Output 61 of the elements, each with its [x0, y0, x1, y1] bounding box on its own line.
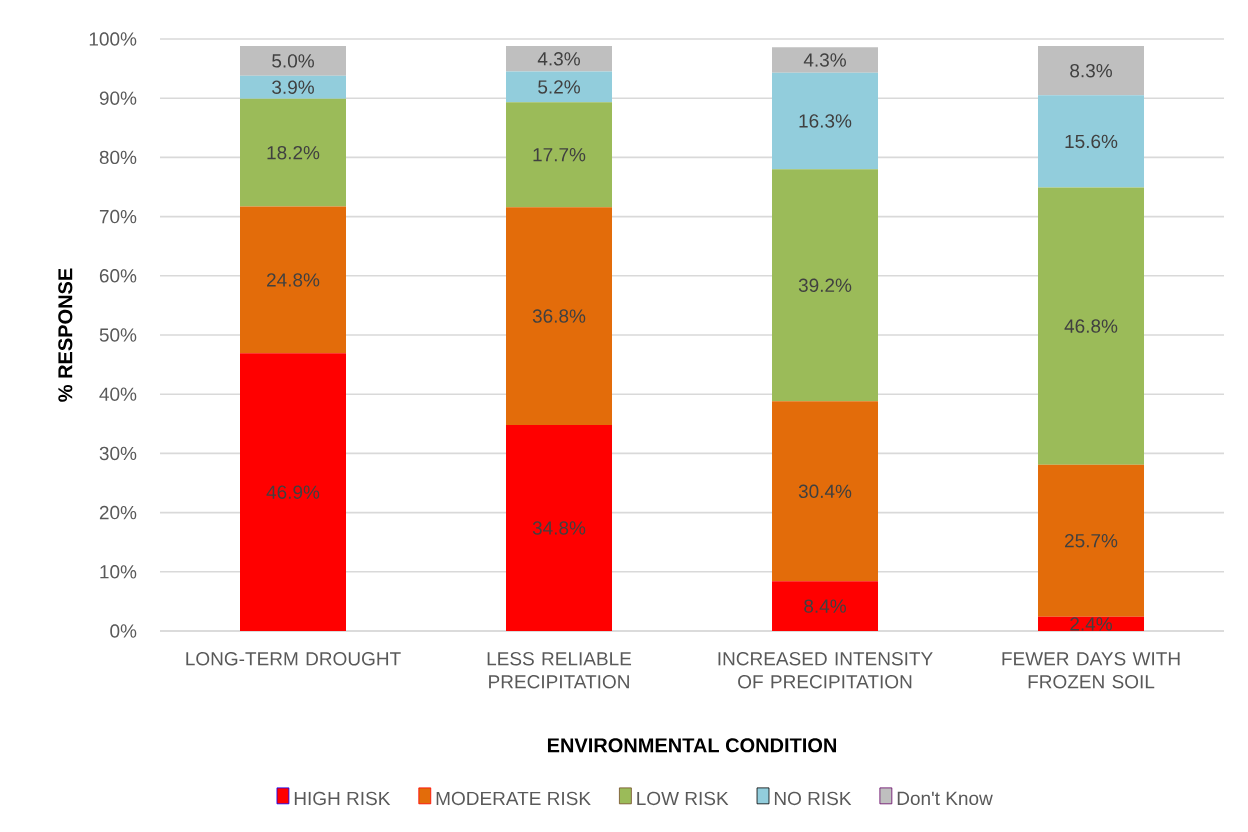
bar — [1038, 95, 1145, 188]
data-label: 39.2% — [798, 278, 852, 292]
data-label: 24.8% — [267, 273, 320, 287]
y-tick-label: 20% — [99, 505, 137, 520]
bar — [506, 46, 613, 72]
x-axis-title: ENVIRONMENTAL CONDITION — [547, 738, 837, 753]
bar — [772, 169, 879, 402]
bar — [772, 401, 879, 582]
bar — [240, 75, 346, 99]
data-label: 18.2% — [267, 145, 320, 160]
legend-label: LOW RISK — [637, 791, 729, 806]
y-tick-label: 0% — [110, 624, 137, 638]
data-label: 46.9% — [266, 485, 320, 499]
legend-label: HIGH RISK — [294, 791, 391, 806]
data-label: 46.8% — [1064, 319, 1118, 333]
data-label: 16.3% — [799, 114, 852, 128]
bar — [506, 424, 613, 631]
bar — [506, 207, 613, 425]
x-tick-label: FEWER DAYS WITH FROZEN SOIL — [1002, 652, 1180, 689]
legend-label: NO RISK — [774, 791, 852, 806]
y-tick-label: 50% — [99, 328, 137, 342]
bar — [506, 102, 613, 208]
data-label: 2.4% — [1070, 617, 1112, 631]
y-tick-label: 100% — [89, 32, 137, 46]
x-tick-label: LONG-TERM DROUGHT — [186, 652, 401, 666]
y-tick-label: 40% — [99, 387, 137, 401]
y-tick-label: 30% — [99, 446, 137, 461]
data-label: 4.3% — [803, 53, 846, 67]
x-tick-label: LESS RELIABLE PRECIPITATION — [487, 652, 632, 689]
bar — [240, 98, 346, 207]
data-label: 34.8% — [532, 521, 586, 535]
data-label: 5.0% — [272, 54, 314, 68]
bar — [1038, 464, 1145, 617]
y-tick-label: 10% — [100, 565, 137, 579]
bar — [772, 47, 879, 73]
data-label: 8.4% — [804, 599, 846, 613]
y-axis-title: % RESPONSE — [58, 268, 73, 402]
data-label: 30.4% — [798, 484, 852, 499]
data-label: 5.2% — [538, 80, 580, 94]
bar — [1038, 46, 1145, 96]
data-label: 3.9% — [272, 80, 314, 94]
bar — [240, 46, 346, 76]
bar — [506, 71, 613, 103]
data-label: 25.7% — [1065, 533, 1118, 548]
y-tick-label: 70% — [99, 209, 137, 224]
y-tick-label: 90% — [99, 91, 137, 105]
data-label: 15.6% — [1065, 134, 1118, 149]
bar — [240, 206, 346, 354]
data-label: 4.3% — [537, 52, 580, 66]
data-label: 8.3% — [1070, 63, 1112, 78]
bar — [772, 581, 879, 631]
bar — [240, 353, 346, 631]
bar — [1038, 187, 1145, 465]
y-tick-label: 80% — [99, 150, 137, 165]
x-tick-label: INCREASED INTENSITY OF PRECIPITATION — [718, 652, 933, 689]
legend-label: Don't Know — [897, 791, 993, 806]
legend-label: MODERATE RISK — [436, 791, 591, 806]
data-label: 36.8% — [532, 309, 586, 323]
bar — [772, 72, 879, 170]
data-label: 17.7% — [533, 148, 586, 162]
y-tick-label: 60% — [99, 269, 137, 283]
